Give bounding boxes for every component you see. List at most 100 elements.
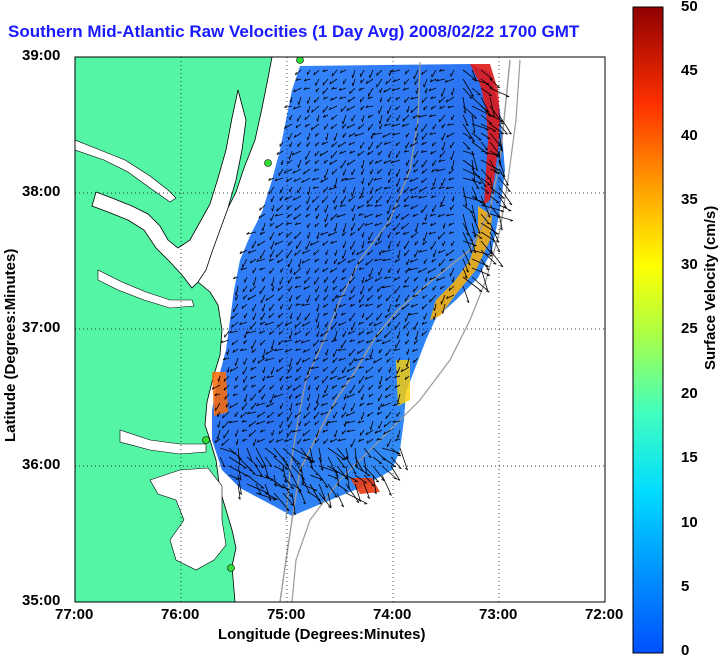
velocity-arrow xyxy=(323,438,329,445)
velocity-arrow-head xyxy=(441,310,444,314)
velocity-arrow-head xyxy=(321,141,325,145)
velocity-arrow-head xyxy=(285,234,288,238)
velocity-arrow-head xyxy=(257,360,260,364)
velocity-arrow xyxy=(451,114,455,121)
velocity-arrow xyxy=(406,258,410,266)
velocity-arrow xyxy=(350,438,356,448)
velocity-arrow xyxy=(498,141,504,152)
velocity-arrow xyxy=(269,303,275,312)
velocity-arrow xyxy=(374,276,383,282)
velocity-arrow xyxy=(383,87,392,93)
velocity-arrow xyxy=(253,276,257,286)
velocity-arrow xyxy=(489,204,501,218)
velocity-arrow-head xyxy=(486,222,490,225)
velocity-arrow-head xyxy=(270,346,273,350)
velocity-arrow xyxy=(388,303,392,312)
velocity-arrow xyxy=(288,303,293,311)
velocity-arrow-head xyxy=(374,430,378,434)
velocity-arrow xyxy=(410,231,419,239)
velocity-arrow xyxy=(378,366,383,373)
velocity-arrow-head xyxy=(401,226,403,230)
velocity-arrow xyxy=(322,87,329,95)
velocity-arrow xyxy=(406,159,410,166)
velocity-arrow xyxy=(269,330,275,335)
velocity-arrow xyxy=(289,330,293,339)
velocity-arrow-head xyxy=(469,250,473,254)
velocity-arrow xyxy=(421,321,428,325)
velocity-arrow-head xyxy=(338,87,342,91)
velocity-arrow xyxy=(329,78,338,85)
velocity-arrow xyxy=(392,87,401,92)
velocity-arrow xyxy=(300,456,316,462)
velocity-arrow-head xyxy=(314,224,317,228)
velocity-arrow xyxy=(278,339,284,346)
velocity-arrow xyxy=(271,366,275,375)
velocity-arrow-head xyxy=(226,351,228,355)
velocity-arrow-head xyxy=(305,214,308,218)
velocity-arrow xyxy=(397,240,401,248)
velocity-arrow-head xyxy=(242,438,245,442)
velocity-arrow xyxy=(289,150,293,160)
velocity-arrow-head xyxy=(429,114,432,117)
velocity-arrow xyxy=(328,231,338,237)
velocity-arrow-head xyxy=(404,376,407,380)
velocity-arrow-head xyxy=(312,186,316,189)
velocity-arrow-head xyxy=(268,258,272,262)
velocity-arrow xyxy=(357,150,365,157)
velocity-arrow-head xyxy=(430,223,433,227)
velocity-arrow xyxy=(383,186,392,190)
velocity-arrow xyxy=(260,429,266,433)
velocity-arrow-head xyxy=(433,316,435,320)
velocity-arrow-head xyxy=(330,97,333,101)
velocity-arrow-head xyxy=(393,227,395,231)
velocity-arrow-head xyxy=(374,278,377,282)
velocity-arrow xyxy=(322,357,329,362)
velocity-arrow-head xyxy=(247,411,250,415)
velocity-arrow-head xyxy=(243,399,246,403)
velocity-arrow xyxy=(430,240,437,250)
velocity-arrow xyxy=(260,249,266,259)
velocity-arrow xyxy=(280,303,284,310)
velocity-arrow xyxy=(324,384,329,394)
velocity-arrow-head xyxy=(377,296,380,300)
velocity-arrow-head xyxy=(342,255,344,259)
velocity-arrow-head xyxy=(277,413,280,417)
velocity-arrow xyxy=(383,159,392,164)
velocity-arrow xyxy=(293,213,302,220)
velocity-arrow xyxy=(436,276,446,282)
velocity-arrow xyxy=(370,420,374,430)
velocity-arrow xyxy=(284,438,293,442)
velocity-arrow xyxy=(278,231,284,236)
velocity-arrow xyxy=(294,231,302,240)
velocity-arrow-head xyxy=(421,332,424,336)
velocity-arrow-head xyxy=(301,179,304,183)
velocity-arrow-head xyxy=(345,177,348,181)
velocity-arrow-head xyxy=(303,78,307,82)
velocity-arrow-head xyxy=(439,286,442,290)
velocity-arrow xyxy=(282,456,294,478)
velocity-arrow-head xyxy=(396,434,399,439)
velocity-arrow xyxy=(436,168,446,172)
velocity-arrow xyxy=(255,456,264,469)
velocity-arrow xyxy=(498,186,513,206)
velocity-arrow xyxy=(375,186,383,192)
velocity-arrow xyxy=(343,240,347,249)
velocity-arrow-head xyxy=(424,217,426,221)
velocity-arrow xyxy=(415,123,419,132)
velocity-arrow xyxy=(264,474,285,489)
velocity-arrow-head xyxy=(451,279,454,283)
velocity-arrow-head xyxy=(340,312,344,316)
velocity-arrow xyxy=(406,168,410,175)
velocity-arrow-head xyxy=(338,304,342,308)
velocity-arrow xyxy=(345,492,368,505)
velocity-arrow xyxy=(274,240,284,246)
velocity-arrow xyxy=(293,267,302,276)
x-tick-label: 76:00 xyxy=(161,606,200,623)
velocity-arrow xyxy=(262,348,266,359)
velocity-arrow xyxy=(227,366,230,373)
velocity-arrow-head xyxy=(341,465,346,468)
velocity-arrow xyxy=(341,177,347,182)
velocity-arrow xyxy=(385,375,392,381)
velocity-arrow-head xyxy=(337,348,341,351)
velocity-arrow-head xyxy=(339,70,343,74)
